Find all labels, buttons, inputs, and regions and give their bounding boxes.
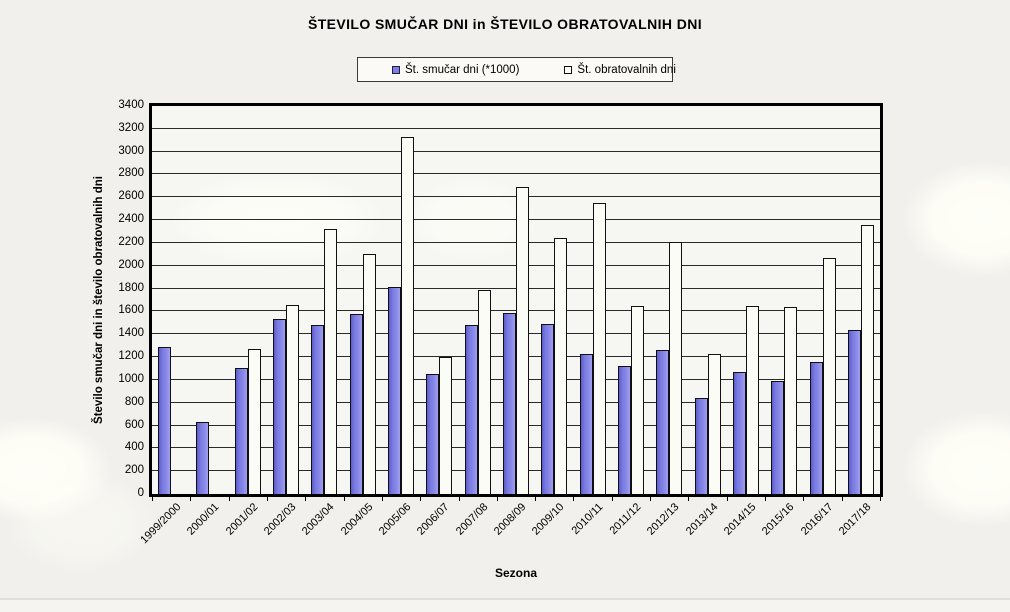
x-tick-mark (535, 497, 537, 501)
legend-marker-obratovalni-dni-icon (564, 65, 573, 74)
x-tick-mark (381, 497, 383, 501)
bar-obratovalnih-dni (669, 242, 683, 494)
bar-smucar-dni (388, 287, 402, 494)
bar-obratovalnih-dni (745, 306, 759, 494)
bar-smucar-dni (847, 330, 861, 494)
legend-label-obratovalni-dni: Št. obratovalnih dni (577, 63, 676, 76)
bar-obratovalnih-dni (592, 203, 606, 494)
y-tick-label: 800 (124, 395, 144, 408)
y-tick-label: 1200 (118, 350, 144, 363)
bar-smucar-dni (656, 350, 670, 494)
y-tick-label: 0 (137, 487, 144, 499)
legend-marker-smucar-dni-icon (392, 65, 400, 74)
bar-smucar-dni (464, 325, 478, 494)
y-tick-label: 3400 (118, 99, 144, 111)
bar-obratovalnih-dni (477, 290, 491, 494)
bar-obratovalnih-dni (784, 307, 798, 494)
bar-smucar-dni (771, 381, 785, 494)
chart-title: ŠTEVILO SMUČAR DNI in ŠTEVILO OBRATOVALN… (307, 16, 703, 32)
bar-obratovalnih-dni (516, 187, 529, 494)
x-tick-mark (343, 497, 345, 501)
x-tick-mark (841, 497, 843, 501)
bar-smucar-dni (273, 319, 287, 494)
x-tick-mark (420, 497, 422, 501)
bar-smucar-dni (694, 398, 708, 494)
y-tick-label: 1400 (118, 327, 144, 340)
y-tick-label: 3200 (118, 121, 144, 134)
x-tick-mark (650, 497, 652, 501)
x-tick-mark (726, 497, 728, 501)
bar-obratovalnih-dni (324, 229, 338, 494)
legend: Št. smučar dni (*1000) Št. obratovalnih … (357, 57, 676, 82)
legend-item-obratovalni-dni: Št. obratovalnih dni (564, 63, 676, 76)
bar-obratovalnih-dni (554, 238, 568, 494)
bar-smucar-dni (503, 313, 516, 494)
x-tick-mark (152, 497, 153, 501)
x-tick-mark (305, 497, 307, 501)
y-tick-label: 2800 (118, 167, 144, 180)
x-tick-mark (765, 497, 767, 501)
leaf-watermark (903, 412, 1010, 526)
chart-bottom-edge (0, 598, 1010, 600)
legend-label-smucar-dni: Št. smučar dni (*1000) (405, 63, 520, 76)
y-tick-label: 1800 (118, 281, 144, 294)
bar-smucar-dni (158, 347, 172, 494)
bar-smucar-dni (426, 374, 440, 494)
y-tick-label: 1600 (118, 304, 144, 317)
gridline (152, 127, 880, 129)
leaf-watermark (903, 162, 1010, 276)
bar-obratovalnih-dni (401, 137, 415, 494)
y-tick-label: 1000 (118, 372, 144, 385)
bar-smucar-dni (349, 314, 363, 494)
y-tick-label: 2200 (118, 235, 144, 248)
x-tick-mark (496, 497, 498, 501)
legend-item-smucar-dni: Št. smučar dni (*1000) (392, 64, 519, 76)
x-tick-mark (611, 497, 613, 501)
y-tick-label: 2000 (118, 258, 144, 271)
x-tick-mark (190, 497, 192, 501)
bar-obratovalnih-dni (286, 305, 300, 494)
bar-smucar-dni (311, 325, 325, 494)
gridline (152, 173, 880, 175)
bar-obratovalnih-dni (247, 349, 261, 494)
x-tick-mark (266, 497, 268, 501)
y-tick-label: 2600 (118, 190, 144, 203)
x-tick-mark (573, 497, 575, 501)
page-bottom-strip (0, 600, 1010, 612)
x-tick-mark (228, 497, 230, 501)
bar-smucar-dni (196, 422, 210, 494)
bar-smucar-dni (732, 372, 746, 494)
y-tick-label: 3000 (118, 144, 144, 157)
bar-smucar-dni (617, 366, 631, 494)
y-tick-label: 400 (124, 441, 144, 454)
bar-obratovalnih-dni (707, 354, 721, 494)
x-tick-mark (688, 497, 690, 501)
bar-smucar-dni (809, 362, 823, 494)
x-axis-title: Sezona (494, 566, 537, 580)
y-tick-label: 200 (124, 464, 144, 477)
plot-area (149, 103, 883, 497)
y-axis-title: Število smučar dni in število obratovaln… (93, 176, 105, 424)
bar-smucar-dni (234, 368, 248, 494)
y-tick-label: 600 (124, 418, 144, 431)
bar-obratovalnih-dni (860, 225, 874, 494)
x-tick-mark (880, 497, 881, 501)
gridline (152, 150, 880, 152)
y-tick-label: 2400 (118, 213, 144, 226)
bar-smucar-dni (579, 354, 593, 494)
bar-obratovalnih-dni (362, 254, 376, 494)
x-tick-mark (803, 497, 805, 501)
bar-smucar-dni (541, 324, 555, 494)
bar-obratovalnih-dni (630, 306, 644, 494)
bar-obratovalnih-dni (822, 258, 836, 494)
bar-obratovalnih-dni (439, 357, 453, 494)
x-tick-mark (458, 497, 460, 501)
